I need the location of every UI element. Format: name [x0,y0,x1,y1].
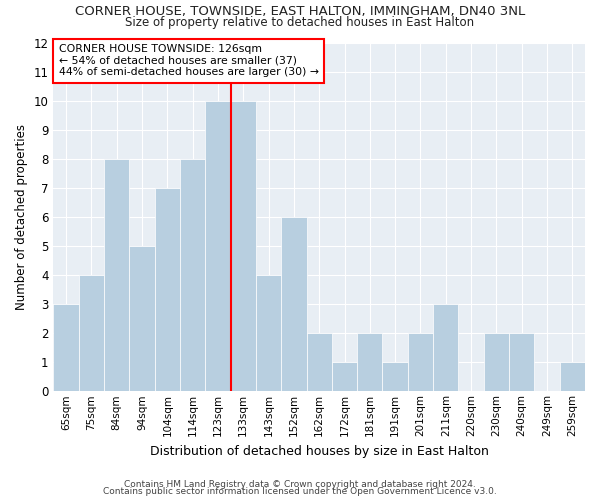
Bar [104,159,130,392]
Bar [205,100,230,392]
Text: Contains HM Land Registry data © Crown copyright and database right 2024.: Contains HM Land Registry data © Crown c… [124,480,476,489]
Bar [560,362,585,392]
Bar [332,362,357,392]
Bar [433,304,458,392]
Bar [307,333,332,392]
Bar [256,275,281,392]
Text: Size of property relative to detached houses in East Halton: Size of property relative to detached ho… [125,16,475,29]
Bar [130,246,155,392]
Bar [509,333,535,392]
Bar [382,362,408,392]
Bar [180,159,205,392]
Bar [155,188,180,392]
Bar [79,275,104,392]
Text: Contains public sector information licensed under the Open Government Licence v3: Contains public sector information licen… [103,487,497,496]
Bar [230,100,256,392]
Text: CORNER HOUSE TOWNSIDE: 126sqm
← 54% of detached houses are smaller (37)
44% of s: CORNER HOUSE TOWNSIDE: 126sqm ← 54% of d… [59,44,319,78]
Bar [281,217,307,392]
Bar [484,333,509,392]
Text: CORNER HOUSE, TOWNSIDE, EAST HALTON, IMMINGHAM, DN40 3NL: CORNER HOUSE, TOWNSIDE, EAST HALTON, IMM… [75,5,525,18]
Bar [53,304,79,392]
Bar [408,333,433,392]
Y-axis label: Number of detached properties: Number of detached properties [15,124,28,310]
Bar [357,333,382,392]
X-axis label: Distribution of detached houses by size in East Halton: Distribution of detached houses by size … [150,444,488,458]
